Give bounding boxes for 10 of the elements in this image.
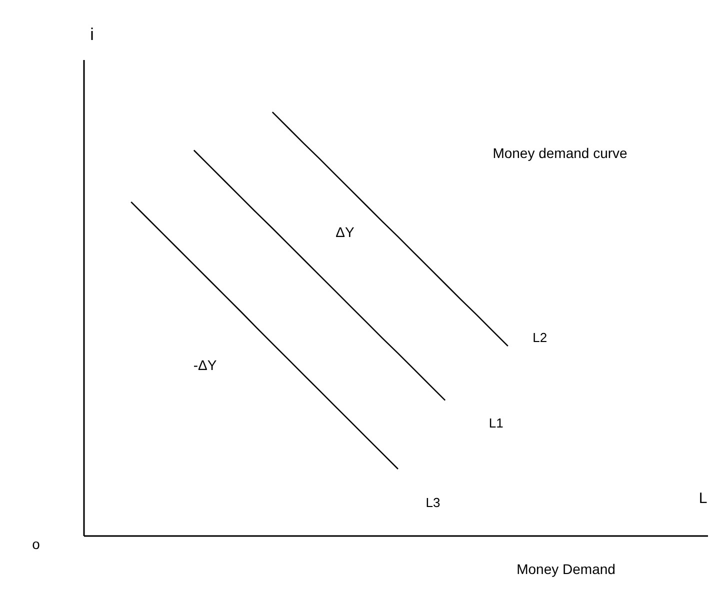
annotation: -ΔY (193, 357, 218, 373)
text: Money Demand (516, 561, 616, 577)
series-label: L2 (532, 330, 548, 346)
x-axis-title: L (698, 490, 708, 507)
y-axis-title: i (90, 25, 94, 44)
text: o (32, 536, 40, 552)
annotation: Money demand curve (492, 145, 628, 161)
text: L1 (488, 415, 504, 430)
text: L3 (426, 495, 440, 510)
annotation: ΔY (336, 224, 355, 240)
